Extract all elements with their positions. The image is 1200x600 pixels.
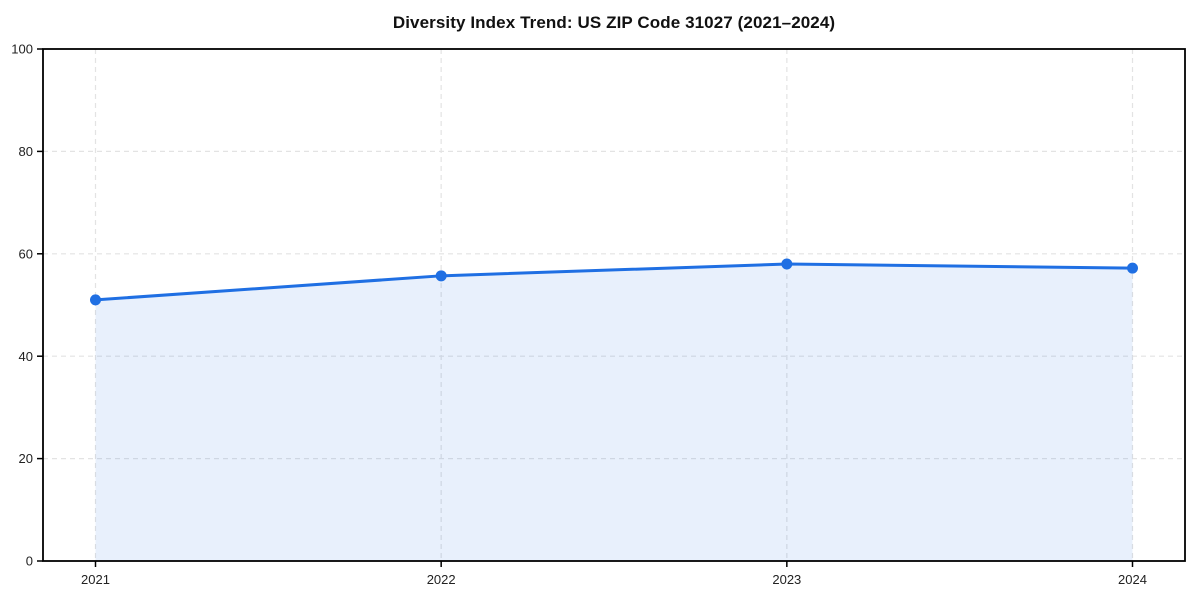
y-tick-label: 0 bbox=[26, 554, 33, 569]
x-tick-label: 2022 bbox=[427, 572, 456, 587]
x-tick-label: 2021 bbox=[81, 572, 110, 587]
y-tick-label: 100 bbox=[11, 42, 33, 57]
data-point bbox=[90, 294, 101, 306]
data-point bbox=[435, 270, 447, 282]
y-tick-label: 80 bbox=[19, 144, 33, 159]
data-point bbox=[1127, 262, 1138, 274]
data-point bbox=[781, 258, 793, 270]
x-tick-label: 2023 bbox=[772, 572, 801, 587]
plot-frame bbox=[42, 48, 1186, 562]
y-tick-label: 20 bbox=[19, 451, 33, 466]
x-tick-label: 2024 bbox=[1118, 572, 1147, 587]
y-tick-label: 60 bbox=[19, 246, 33, 261]
area-fill bbox=[95, 264, 1133, 561]
chart-title: Diversity Index Trend: US ZIP Code 31027… bbox=[392, 13, 836, 32]
trend-line bbox=[94, 262, 1134, 302]
y-tick-label: 40 bbox=[19, 349, 33, 364]
